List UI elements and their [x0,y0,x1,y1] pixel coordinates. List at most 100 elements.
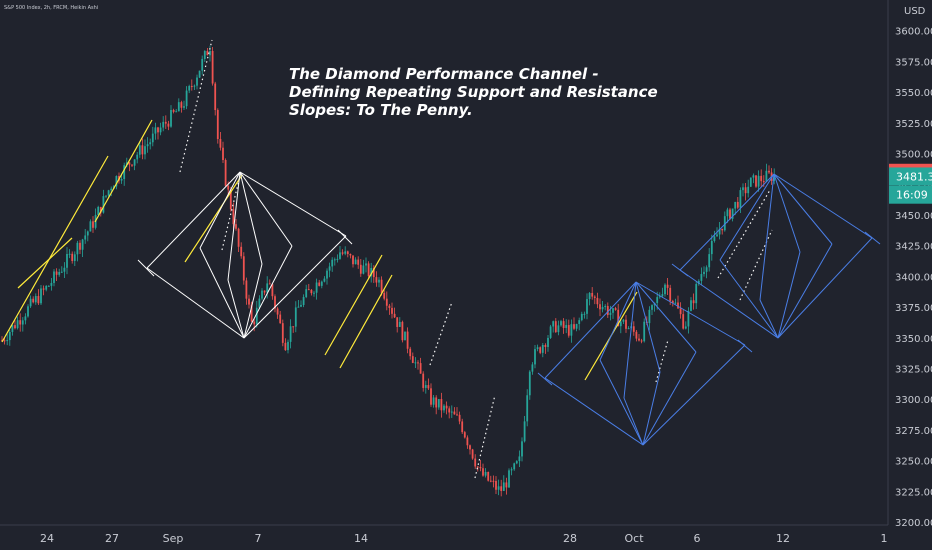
candle-body [601,307,604,310]
diamond-fan-line [227,279,245,339]
candle-body [599,304,601,310]
candle-body [42,288,45,290]
candle-body [175,111,178,113]
candle-body [664,284,666,295]
candle-body [37,296,40,304]
candle-body [240,246,243,257]
candle-body [625,319,627,329]
candle-body [344,251,347,254]
candle-body [326,270,328,279]
symbol-line: S&P 500 Index, 2h, FRCM, Heikin Ashi [4,5,98,11]
candle-body [549,326,552,338]
candle-body [565,325,568,328]
candle-body [554,321,557,333]
candle-body [258,298,261,308]
candle-body [284,342,287,351]
candle-body [14,325,16,329]
candle-body [50,282,53,286]
price-tick-label: 3600.00 [895,27,932,38]
candle-body [648,309,651,324]
candle-body [133,159,136,166]
candle-body [40,288,42,304]
candle-body [281,323,284,343]
candle-body [513,463,516,470]
candle-body [560,321,562,326]
candle-body [73,254,76,261]
candle-body [606,306,609,315]
candle-body [32,298,35,303]
candle-body [734,201,737,209]
candle-body [651,305,653,310]
candle-body [190,86,193,88]
price-badge [889,185,932,204]
candle-body [684,326,687,329]
candle-body [557,325,560,333]
candle-body [523,421,526,442]
candle-body [695,284,698,304]
candle-body [68,253,71,255]
time-tick-label: 27 [105,532,119,545]
candle-body [341,252,344,254]
annotation-line-2: Defining Repeating Support and Resistanc… [289,83,658,101]
candle-body [183,106,185,108]
candle-body [222,147,224,160]
candle-body [671,300,674,303]
candle-body [401,321,404,341]
candle-body [614,308,617,310]
candle-body [1,340,3,342]
candle-body [167,123,170,127]
time-tick-label: Oct [624,532,644,545]
time-tick-label: Sep [163,532,184,545]
slope-line [324,254,383,356]
diamond-edge [679,269,779,339]
candle-body [762,181,765,183]
candle-body [547,337,549,347]
candle-body [229,189,232,210]
candle-body [411,356,414,363]
price-axis[interactable]: 3600.003575.003550.003525.003500.003475.… [887,0,932,550]
time-axis[interactable]: 24 27 Sep 7 14 28 Oct 6 12 1 [0,524,888,545]
candle-body [302,297,305,305]
diamond-edge [146,171,241,269]
candle-body [365,263,367,266]
candle-body [11,325,14,332]
diamond-fan-line [199,171,241,249]
time-tick-label: 14 [354,532,368,545]
price-tick-label: 3450.00 [895,211,932,222]
candle-body [404,331,406,341]
candle-body [63,267,66,272]
time-tick-label: 1 [881,532,888,545]
candle-body [97,206,100,215]
diamond-fan-line [719,173,775,261]
diamond-edge [544,281,637,379]
candle-body [375,277,378,283]
candle-body [562,321,565,328]
candle-body [193,85,196,87]
candle-body [378,279,380,283]
candle-body [76,242,79,255]
candle-body [128,162,131,165]
candle-body [310,289,313,294]
candle-body [352,255,354,265]
candle-body [268,283,271,285]
candle-body [383,292,386,299]
candle-body [294,307,297,327]
candle-body [482,468,484,476]
candle-body [297,306,300,308]
candle-body [736,201,739,208]
diamond-edge [146,267,245,339]
candle-body [422,373,425,388]
candle-body [318,282,321,286]
candle-body [521,441,523,457]
candle-body [180,102,183,108]
diamond-fan-line [773,173,833,245]
diamond-fan-line [623,397,644,446]
candle-body [209,50,211,56]
candle-body [497,486,500,490]
candle-body [474,458,477,467]
candle-body [690,300,692,311]
candle-body [110,188,113,191]
candle-body [58,272,61,275]
candle-body [398,321,401,327]
candle-body [60,271,63,273]
